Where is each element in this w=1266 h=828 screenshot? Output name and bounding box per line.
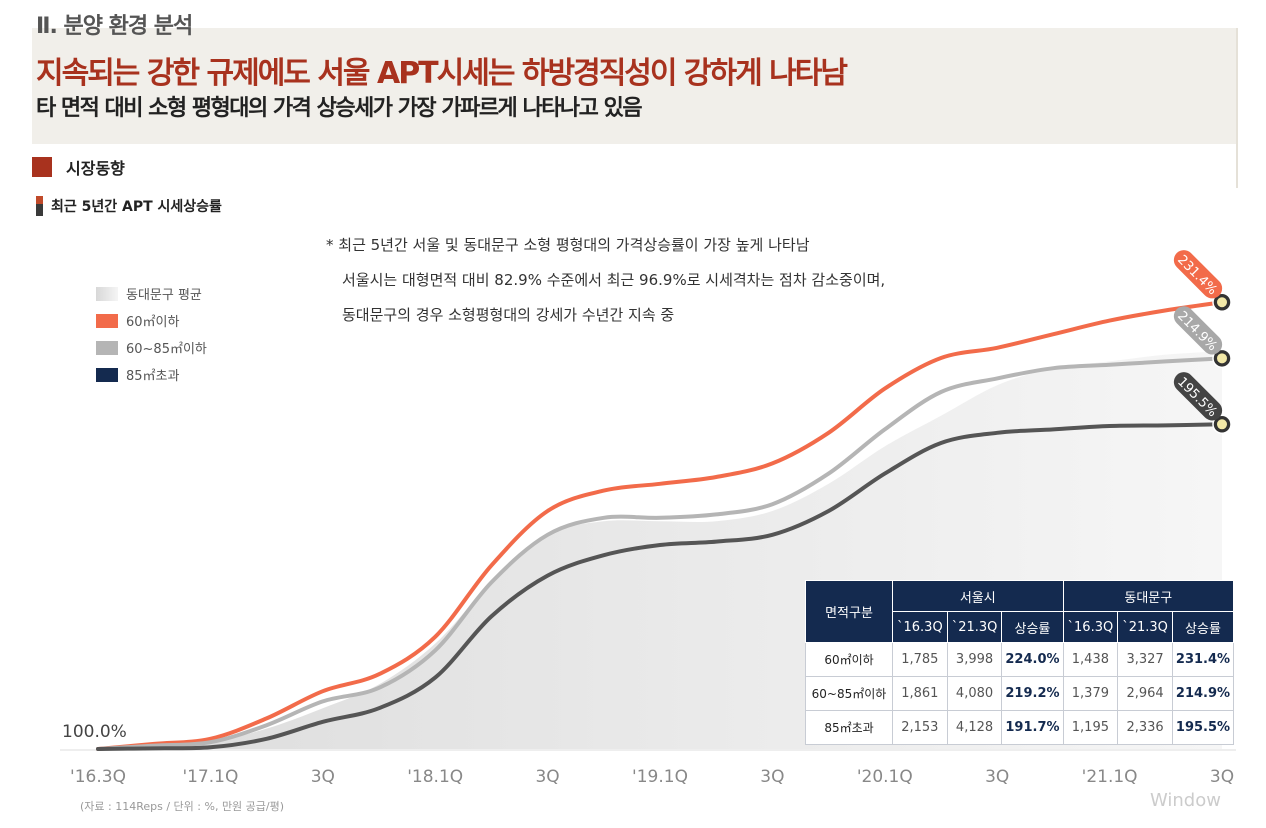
table-cell: 2,964 [1117, 676, 1173, 711]
row-label: 60~85㎡이하 [805, 676, 893, 711]
table-row: 60~85㎡이하 1,861 4,080 219.2% 1,379 2,964 … [805, 676, 1235, 711]
x-tick-label: '16.3Q [70, 767, 126, 787]
table-group-header: 동대문구 [1062, 580, 1235, 612]
table-cell: 195.5% [1171, 710, 1235, 745]
x-tick-label: 3Q [311, 767, 335, 787]
end-point-marker-dot [1217, 353, 1227, 364]
table-row: 60㎡이하 1,785 3,998 224.0% 1,438 3,327 231… [805, 642, 1235, 677]
table-cell: 3,327 [1117, 642, 1173, 677]
table-col-header: `16.3Q [1062, 611, 1119, 643]
end-label-badge: 231.4% [1173, 250, 1223, 299]
series-line-over-85 [96, 422, 1224, 751]
table-col-header: `16.3Q [892, 611, 948, 643]
legend-item: 85㎡초과 [96, 361, 207, 388]
table-col-header: 상승률 [1001, 611, 1064, 643]
end-point-marker-dot [1217, 419, 1227, 430]
start-value-label: 100.0% [62, 722, 127, 742]
table-cell: 4,128 [946, 710, 1003, 745]
series-line-under-60 [96, 300, 1224, 751]
table-group-header: 서울시 [892, 580, 1064, 612]
table-cell: 1,379 [1062, 676, 1119, 711]
table-cell: 4,080 [946, 676, 1003, 711]
x-tick-label: 3Q [760, 767, 784, 787]
legend-swatch [96, 367, 118, 382]
header-band [32, 28, 1238, 144]
chart-note: * 최근 5년간 서울 및 동대문구 소형 평형대의 가격상승률이 가장 높게 … [326, 228, 885, 333]
table-col-header: `21.3Q [946, 611, 1003, 643]
legend-label: 85㎡초과 [126, 369, 180, 384]
legend-label: 동대문구 평균 [126, 288, 202, 303]
table-cell: 1,195 [1062, 710, 1119, 745]
note-line-3: 동대문구의 경우 소형평형대의 강세가 수년간 지속 중 [342, 306, 675, 324]
subsection-heading: 최근 5년간 APT 시세상승률 [36, 196, 222, 216]
end-label-bg [1173, 306, 1223, 355]
table-cell: 2,336 [1117, 710, 1173, 745]
legend-swatch [96, 286, 118, 301]
end-label-bg [1173, 250, 1223, 299]
table-cell: 2,153 [892, 710, 948, 745]
legend-swatch [96, 340, 118, 355]
section-marker-icon [32, 157, 52, 177]
legend-swatch [96, 313, 118, 328]
row-label: 60㎡이하 [805, 642, 893, 677]
table-cell: 191.7% [1001, 710, 1064, 745]
header-right-border [1236, 28, 1238, 188]
price-table: 면적구분 서울시 동대문구 `16.3Q `21.3Q 상승률 `16.3Q `… [805, 580, 1235, 745]
end-label-bg [1173, 372, 1223, 421]
table-cell: 1,438 [1062, 642, 1119, 677]
legend-item: 60㎡이하 [96, 307, 207, 334]
table-cell: 219.2% [1001, 676, 1064, 711]
row-label: 85㎡초과 [805, 710, 893, 745]
x-tick-label: 3Q [985, 767, 1009, 787]
table-cell: 1,785 [892, 642, 948, 677]
subsection-label: 최근 5년간 APT 시세상승률 [51, 199, 222, 215]
table-row: 85㎡초과 2,153 4,128 191.7% 1,195 2,336 195… [805, 710, 1235, 745]
x-tick-label: '18.1Q [407, 767, 463, 787]
legend-item: 동대문구 평균 [96, 280, 207, 307]
headline: 지속되는 강한 규제에도 서울 APT시세는 하방경직성이 강하게 나타남 [36, 56, 848, 91]
x-tick-label: '17.1Q [182, 767, 238, 787]
table-col-header: 상승률 [1171, 611, 1235, 643]
table-col-header: `21.3Q [1117, 611, 1173, 643]
table-cell: 1,861 [892, 676, 948, 711]
x-tick-label: '21.1Q [1082, 767, 1138, 787]
legend-item: 60~85㎡이하 [96, 334, 207, 361]
series-line-60-85 [96, 356, 1224, 751]
x-tick-label: '20.1Q [857, 767, 913, 787]
table-cell: 224.0% [1001, 642, 1064, 677]
section-title: Ⅱ. 분양 환경 분석 [36, 14, 193, 39]
subsection-marker-icon [36, 196, 43, 216]
legend-label: 60㎡이하 [126, 315, 180, 330]
market-trend-heading: 시장동향 [32, 156, 125, 178]
x-tick-label: '19.1Q [632, 767, 688, 787]
legend-label: 60~85㎡이하 [126, 342, 207, 357]
note-line-1: * 최근 5년간 서울 및 동대문구 소형 평형대의 가격상승률이 가장 높게 … [326, 236, 810, 254]
x-tick-label: 3Q [1210, 767, 1234, 787]
market-trend-label: 시장동향 [66, 159, 125, 178]
table-cell: 3,998 [946, 642, 1003, 677]
table-cell: 231.4% [1171, 642, 1235, 677]
watermark: Window [1150, 790, 1221, 811]
subheadline: 타 면적 대비 소형 평형대의 가격 상승세가 가장 가파르게 나타나고 있음 [36, 96, 643, 121]
table-cell: 214.9% [1171, 676, 1235, 711]
end-point-marker-dot [1217, 297, 1227, 308]
note-line-2: 서울시는 대형면적 대비 82.9% 수준에서 최근 96.9%로 시세격차는 … [342, 271, 886, 289]
source-note: (자료 : 114Reps / 단위 : %, 만원 공급/평) [80, 800, 285, 813]
x-tick-label: 3Q [535, 767, 559, 787]
table-corner-header: 면적구분 [805, 580, 893, 643]
chart-legend: 동대문구 평균 60㎡이하 60~85㎡이하 85㎡초과 [96, 280, 207, 388]
